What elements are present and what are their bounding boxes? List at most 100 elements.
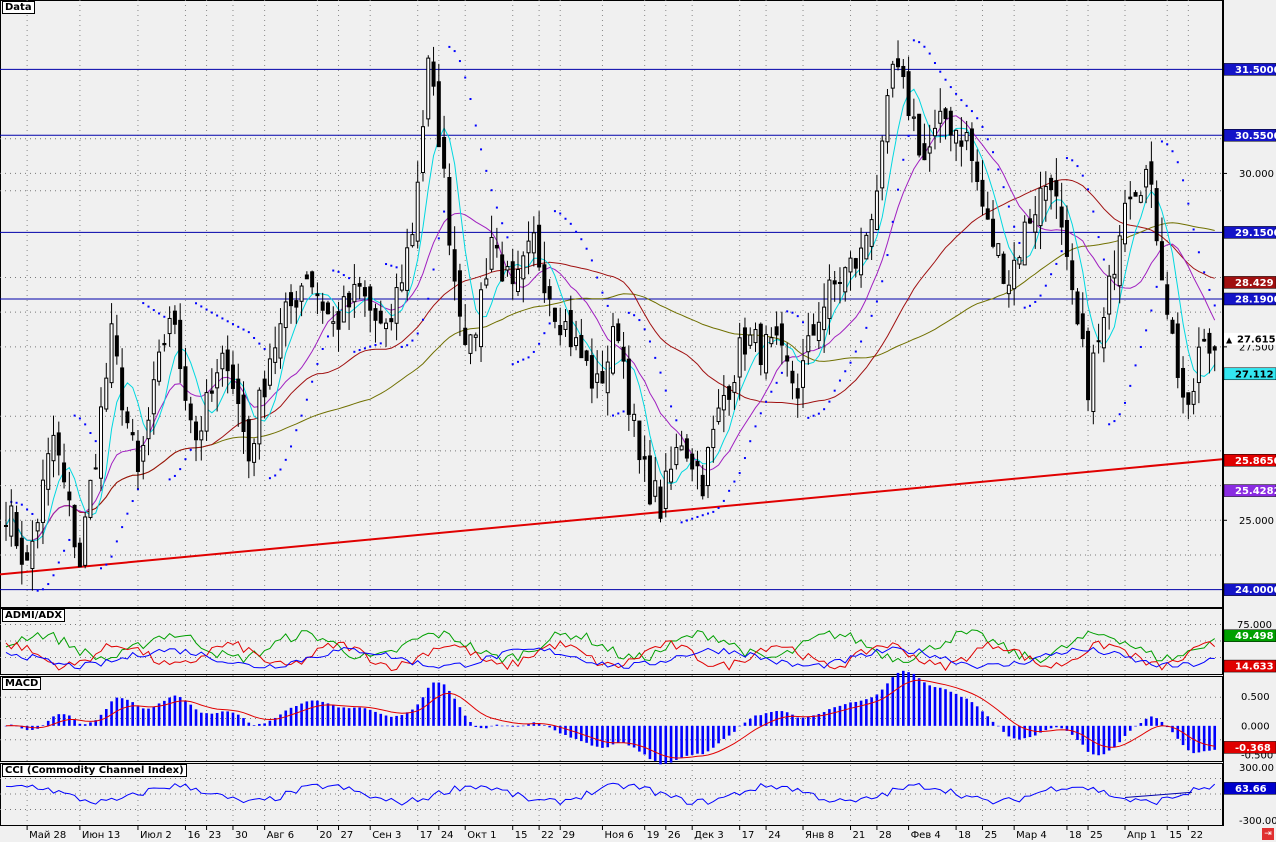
psar-dot (796, 315, 799, 318)
psar-dot (253, 336, 256, 339)
macd-bar (194, 709, 198, 726)
candle (1154, 180, 1159, 246)
candle-body (906, 71, 911, 117)
psar-dot (1160, 140, 1163, 143)
macd-bar (595, 725, 599, 747)
candle-body (447, 177, 452, 246)
psar-dot (685, 519, 688, 522)
candle (742, 317, 747, 371)
psar-dot (997, 168, 1000, 171)
psar-dot (485, 169, 488, 172)
psar-dot (400, 345, 403, 348)
macd-bar (558, 725, 562, 734)
candle (25, 544, 30, 561)
candle-body (969, 128, 974, 161)
candle-body (653, 480, 658, 497)
psar-dot (532, 350, 535, 353)
psar-dot (358, 349, 361, 352)
candle-body (368, 286, 373, 311)
x-tick-label: 17 (420, 830, 433, 841)
psar-dot (290, 445, 293, 448)
candle (885, 88, 890, 154)
psar-dot (654, 356, 657, 359)
candle-body (1070, 260, 1075, 291)
candle (906, 56, 911, 121)
corner-menu-button[interactable]: ⇥ (1262, 828, 1274, 840)
macd-bar (516, 725, 520, 727)
candle (1001, 251, 1006, 285)
psar-dot (15, 501, 18, 504)
candle (1086, 327, 1091, 412)
candle (515, 250, 520, 297)
candle-body (948, 110, 953, 136)
candle-body (125, 411, 130, 424)
x-tick-label: Июл 2 (140, 830, 172, 841)
psar-dot (923, 45, 926, 48)
psar-dot (89, 432, 92, 435)
level-label-bg (1223, 226, 1276, 239)
candle (120, 348, 125, 426)
macd-bar (379, 713, 383, 726)
candle (859, 227, 864, 288)
candle (62, 443, 67, 489)
macd-bar (337, 707, 340, 726)
candle (795, 373, 800, 418)
cci-panel-title: CCI (Commodity Channel Index) (2, 764, 187, 777)
candle (447, 163, 452, 256)
psar-dot (659, 371, 662, 374)
macd-bar (279, 714, 282, 726)
macd-bar (838, 705, 842, 726)
macd-bar (1023, 725, 1027, 739)
macd-bar (1007, 725, 1011, 737)
candle (194, 415, 199, 462)
candle (1012, 242, 1017, 306)
macd-bar (52, 716, 55, 726)
candle (595, 350, 600, 399)
psar-dot (200, 305, 203, 308)
macd-bar (115, 697, 119, 726)
level-label-bg (1223, 63, 1276, 76)
candle (663, 453, 668, 518)
psar-dot (675, 419, 678, 422)
candle-body (473, 334, 478, 338)
macd-bar (458, 707, 462, 726)
psar-dot (226, 320, 229, 323)
psar-dot (1028, 304, 1031, 307)
candle-body (320, 301, 325, 311)
candle (426, 55, 431, 127)
plus-di-line (5, 629, 1215, 664)
candle (93, 453, 98, 470)
psar-dot (791, 311, 794, 314)
price-tag: 25.8650 (1235, 456, 1276, 467)
psar-dot (78, 417, 81, 420)
psar-dot (173, 474, 176, 477)
candle (283, 292, 288, 347)
psar-dot (696, 515, 699, 518)
psar-dot (765, 400, 768, 403)
psar-dot (221, 317, 224, 320)
psar-dot (838, 379, 841, 382)
candle (1138, 191, 1143, 204)
psar-dot (84, 423, 87, 426)
psar-dot (105, 563, 108, 566)
psar-dot (353, 350, 356, 353)
candle-body (336, 311, 341, 330)
macd-bar (210, 713, 214, 726)
candle-body (1191, 390, 1196, 405)
candle (732, 375, 737, 410)
psar-dot (1182, 179, 1185, 182)
adx-panel-title: ADMI/ADX (2, 609, 66, 622)
candle (695, 450, 700, 490)
candle (104, 362, 109, 412)
psar-dot (786, 310, 789, 313)
candle (273, 326, 278, 375)
psar-dot (902, 158, 905, 161)
candle-body (67, 491, 72, 501)
psar-dot (1071, 159, 1074, 162)
candle-body (104, 377, 109, 410)
candle (188, 396, 193, 434)
candle-body (341, 296, 346, 323)
macd-bar (643, 725, 646, 755)
candle-body (552, 307, 557, 322)
